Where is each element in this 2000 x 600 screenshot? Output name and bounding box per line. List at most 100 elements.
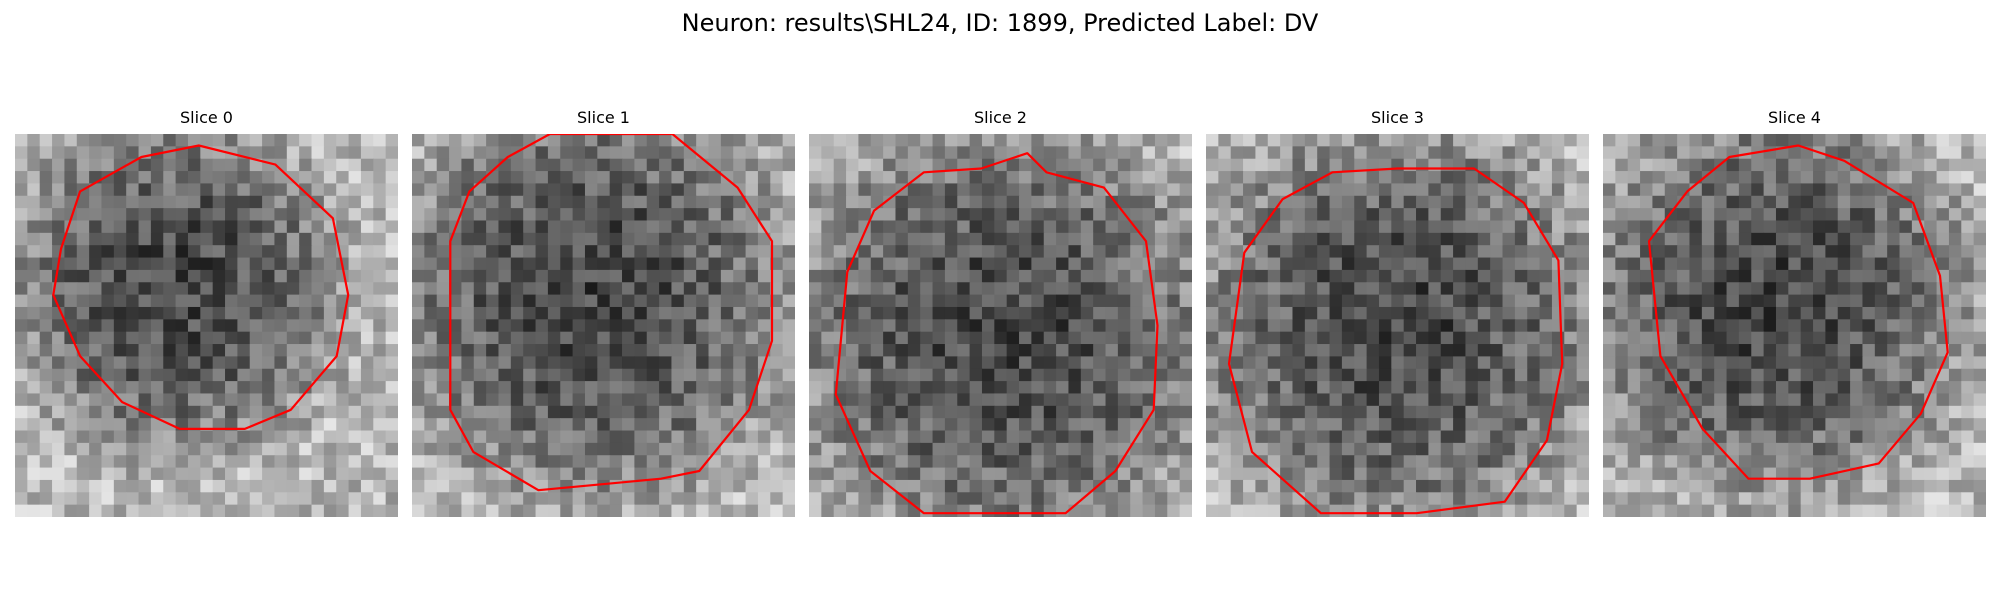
pixel: [237, 381, 251, 395]
pixel: [249, 467, 263, 481]
pixel: [523, 381, 537, 395]
pixel: [1788, 381, 1802, 395]
pixel: [348, 418, 362, 432]
pixel: [274, 183, 288, 197]
pixel: [932, 183, 946, 197]
pixel: [1354, 282, 1368, 296]
pixel: [1514, 269, 1528, 283]
pixel: [572, 319, 586, 333]
pixel: [1813, 208, 1826, 222]
pixel: [821, 306, 835, 320]
pixel: [1775, 269, 1789, 283]
pixel: [1551, 418, 1565, 432]
pixel: [957, 282, 971, 296]
pixel: [1056, 245, 1070, 259]
pixel: [895, 257, 909, 271]
pixel: [486, 171, 500, 185]
pixel: [523, 158, 537, 172]
pixel: [1477, 356, 1491, 370]
pixel: [1117, 220, 1131, 234]
pixel: [461, 492, 475, 506]
pixel: [1948, 232, 1962, 246]
pixel: [126, 245, 140, 259]
pixel: [249, 356, 263, 370]
pixel: [15, 232, 28, 246]
pixel: [1714, 356, 1728, 370]
pixel: [1416, 479, 1429, 493]
pixel: [757, 479, 771, 493]
pixel: [187, 146, 201, 160]
pixel: [1652, 171, 1666, 185]
pixel: [1329, 418, 1343, 432]
pixel: [249, 344, 263, 357]
pixel: [1911, 504, 1925, 517]
pixel: [237, 442, 251, 456]
pixel: [101, 208, 115, 222]
pixel: [1899, 442, 1913, 456]
pixel: [1440, 442, 1454, 456]
pixel: [870, 430, 884, 444]
pixel: [150, 269, 164, 283]
pixel: [1640, 356, 1654, 370]
pixel: [1080, 134, 1094, 147]
pixel: [1068, 269, 1082, 283]
pixel: [1677, 368, 1691, 382]
pixel: [39, 492, 53, 506]
pixel: [883, 418, 897, 432]
pixel: [733, 257, 747, 271]
pixel: [1788, 368, 1802, 382]
neuron-contour: [1227, 167, 1564, 515]
pixel: [1292, 455, 1306, 469]
pixel: [336, 146, 350, 160]
pixel: [1825, 405, 1839, 419]
pixel: [1726, 344, 1740, 357]
pixel: [1825, 134, 1839, 147]
pixel: [225, 158, 238, 172]
pixel: [720, 282, 734, 296]
pixel: [883, 455, 897, 469]
pixel: [1428, 442, 1442, 456]
pixel: [597, 430, 611, 444]
pixel: [560, 344, 574, 357]
pixel: [1068, 294, 1082, 308]
pixel: [994, 220, 1008, 234]
pixel: [1440, 282, 1454, 296]
pixel: [138, 171, 152, 185]
pixel: [1329, 381, 1343, 395]
pixel: [560, 442, 574, 456]
pixel: [1056, 232, 1070, 246]
pixel: [821, 442, 835, 456]
pixel: [39, 381, 53, 395]
pixel: [1403, 171, 1417, 185]
pixel: [733, 146, 747, 160]
pixel: [1317, 381, 1331, 395]
pixel: [683, 344, 697, 357]
pixel: [1825, 430, 1839, 444]
pixel: [1019, 245, 1032, 259]
pixel: [770, 294, 784, 308]
pixel: [1751, 269, 1765, 283]
pixel: [969, 344, 983, 357]
pixel: [113, 232, 127, 246]
pixel: [1206, 220, 1219, 234]
pixel: [212, 282, 226, 296]
pixel: [1726, 356, 1740, 370]
pixel: [311, 208, 325, 222]
pixel: [373, 344, 387, 357]
pixel: [634, 171, 648, 185]
pixel: [1093, 171, 1107, 185]
pixel: [52, 232, 66, 246]
pixel: [757, 158, 771, 172]
pixel: [1490, 430, 1504, 444]
pixel: [101, 220, 115, 234]
pixel: [1714, 232, 1728, 246]
pixel: [1440, 269, 1454, 283]
pixel: [286, 479, 300, 493]
pixel: [994, 171, 1008, 185]
pixel: [1416, 430, 1429, 444]
pixel: [560, 479, 574, 493]
pixel: [895, 306, 909, 320]
pixel: [584, 319, 598, 333]
pixel: [994, 368, 1008, 382]
pixel: [523, 418, 537, 432]
